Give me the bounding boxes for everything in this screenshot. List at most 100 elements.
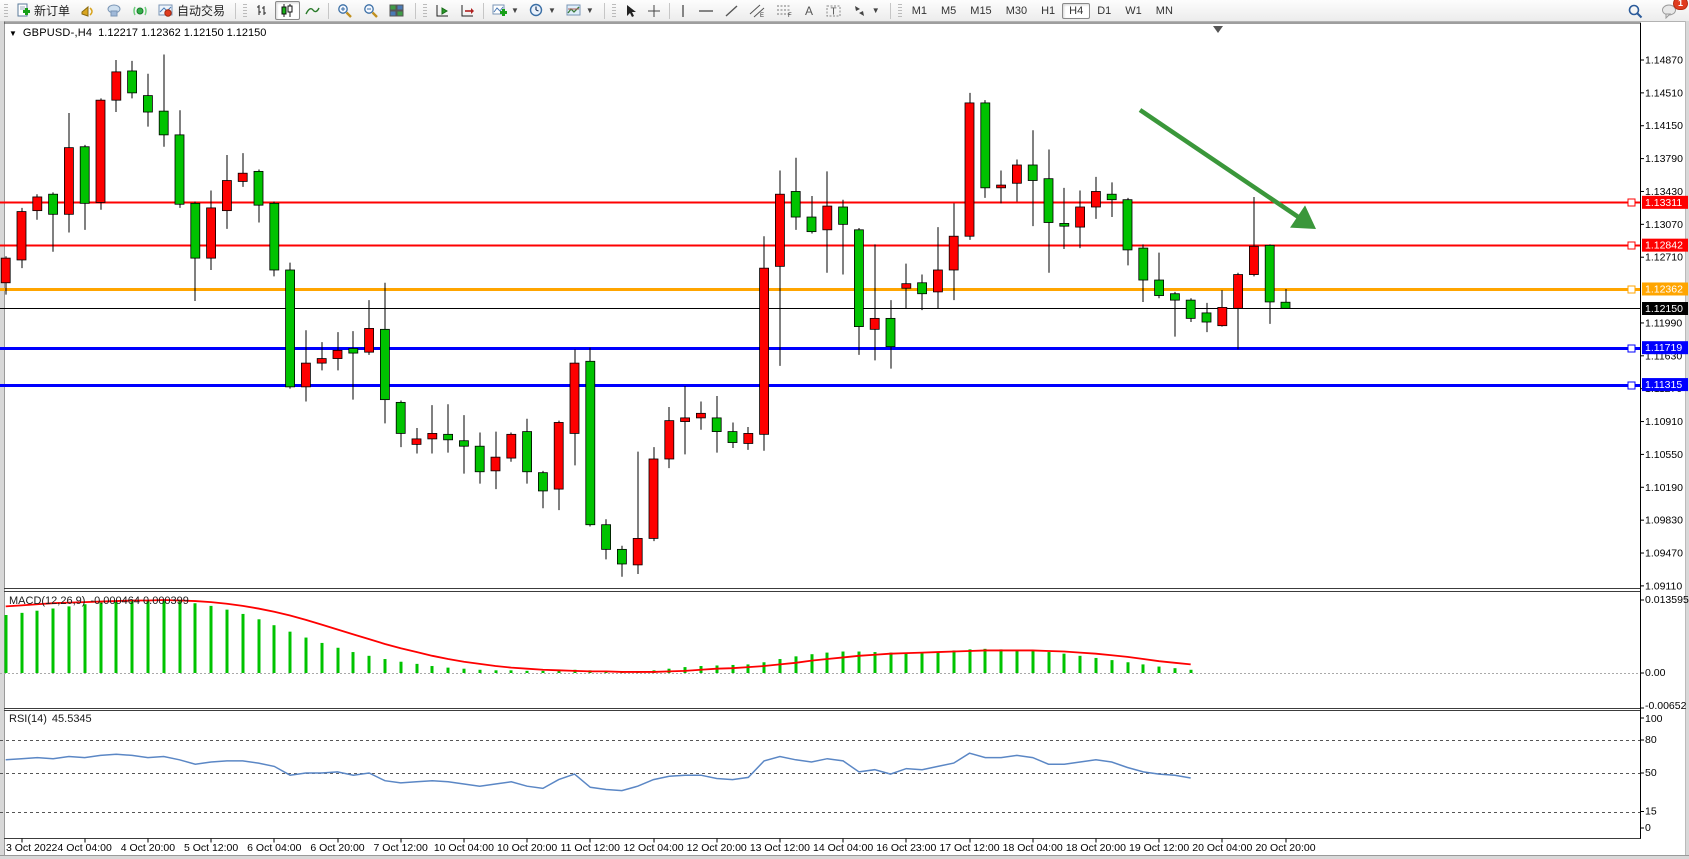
chart-title: ▼ GBPUSD-,H4 1.12217 1.12362 1.12150 1.1… <box>9 27 266 39</box>
candle-body <box>933 269 943 293</box>
line-handle-square[interactable] <box>1627 381 1636 390</box>
candle-body <box>1012 164 1022 184</box>
rsi-tick-label: 80 <box>1645 734 1657 746</box>
horn-button[interactable] <box>75 1 101 20</box>
period-button[interactable]: ▼ <box>524 1 561 20</box>
bar-chart-button[interactable] <box>250 1 275 20</box>
price-badge-text: 1.11315 <box>1645 379 1682 391</box>
time-tick-label: 16 Oct 23:00 <box>876 842 936 854</box>
candle-body <box>822 205 833 231</box>
trend-arrow-head <box>1290 205 1316 229</box>
timeframe-button-w1[interactable]: W1 <box>1125 4 1142 17</box>
candle-body <box>16 211 27 261</box>
candle-body <box>1043 178 1054 223</box>
candle-body <box>711 417 722 432</box>
notifications-button[interactable]: 1 <box>1656 0 1688 21</box>
candle-body <box>869 317 880 330</box>
time-tick-label: 10 Oct 20:00 <box>497 842 557 854</box>
macd-tick-label: -0.00652 <box>1645 700 1687 712</box>
chart-shift-button[interactable] <box>455 1 480 20</box>
line-handle-square[interactable] <box>1627 344 1636 353</box>
trendline-tool-button[interactable] <box>719 2 744 20</box>
time-tick-label: 18 Oct 20:00 <box>1066 842 1126 854</box>
timeframe-button-m1[interactable]: M1 <box>911 4 927 17</box>
line-handle-square[interactable] <box>1627 285 1636 294</box>
zoom-out-button[interactable] <box>358 1 384 20</box>
crosshair-tool-button[interactable] <box>642 2 666 20</box>
fibonacci-tool-button[interactable]: F <box>771 1 798 20</box>
candle-body <box>158 110 169 136</box>
toolbar-group-charttype <box>239 0 412 21</box>
line-handle-square[interactable] <box>1627 241 1636 250</box>
price-tick-label: 1.13790 <box>1645 153 1683 165</box>
macd-indicator-label: MACD(12,26,9) -0.000464 0.000399 <box>9 595 189 607</box>
toolbar-drag-handle[interactable] <box>423 3 428 18</box>
add-indicator-button[interactable]: ▼ <box>487 1 524 20</box>
trend-arrow-annotation[interactable] <box>1138 108 1306 224</box>
template-icon <box>566 3 582 18</box>
zoom-in-button[interactable] <box>332 1 358 20</box>
time-tick-label: 3 Oct 2022 <box>6 842 58 854</box>
candle-body <box>127 70 137 94</box>
vertical-line-tool-button[interactable] <box>673 2 693 20</box>
timeframe-button-m5[interactable]: M5 <box>941 4 957 17</box>
signals-button[interactable] <box>127 1 153 20</box>
toolbar-drag-handle[interactable] <box>611 3 616 18</box>
candlestick-chart-button[interactable] <box>275 1 301 20</box>
text-label-tool-button[interactable]: T <box>821 2 847 20</box>
candle-body <box>395 401 406 434</box>
one-click-trading-toggle[interactable]: ▼ <box>9 28 17 38</box>
chart-shift-icon <box>460 3 475 18</box>
window-border-bottom <box>0 855 1689 859</box>
tile-windows-button[interactable] <box>384 1 410 20</box>
timeframe-button-m30[interactable]: M30 <box>1005 4 1028 17</box>
price-tick-label: 1.09470 <box>1645 548 1683 560</box>
horizontal-line-tool-button[interactable] <box>693 2 719 20</box>
price-badge-bg <box>1642 341 1688 355</box>
template-button[interactable]: ▼ <box>561 1 599 20</box>
cursor-tool-button[interactable] <box>619 2 642 20</box>
toolbar-drag-handle[interactable] <box>243 3 248 18</box>
macd-name: MACD(12,26,9) <box>9 595 86 607</box>
autotrade-button[interactable]: 自动交易 <box>153 0 230 21</box>
rsi-value: 45.5345 <box>51 713 92 725</box>
candle-body <box>775 193 785 267</box>
upload-center-button[interactable] <box>101 1 127 20</box>
time-axis[interactable]: 3 Oct 2022 4 Oct 04:00 4 Oct 20:00 5 Oct 12… <box>6 838 1316 855</box>
svg-text:A: A <box>805 4 813 18</box>
toolbar-drag-handle[interactable] <box>897 3 902 18</box>
text-tool-button[interactable]: A <box>798 2 821 20</box>
channel-tool-button[interactable]: E <box>744 1 771 20</box>
candle-body <box>1122 199 1133 251</box>
price-tick-label: 1.10190 <box>1645 482 1683 494</box>
timeframe-button-h1[interactable]: H1 <box>1041 4 1056 17</box>
price-tick-label: 1.11990 <box>1645 317 1682 329</box>
timeframe-button-mn[interactable]: MN <box>1155 4 1173 17</box>
line-chart-button[interactable] <box>300 1 325 20</box>
price-badge-text: 1.12150 <box>1645 303 1683 315</box>
auto-scroll-button[interactable] <box>430 1 455 20</box>
macd-axis[interactable]: 0.013595 0.00 -0.00652 <box>1640 594 1689 712</box>
price-badge: 1.13311 <box>1642 195 1688 209</box>
time-tick-label: 20 Oct 20:00 <box>1255 842 1315 854</box>
chart-shift-marker[interactable] <box>1213 26 1223 33</box>
timeframe-button-m15[interactable]: M15 <box>970 4 992 17</box>
new-order-button[interactable]: 新订单 <box>11 0 75 21</box>
line-handle-square[interactable] <box>1627 198 1636 207</box>
window-border-left <box>0 21 5 859</box>
text-label-icon: T <box>826 4 842 18</box>
price-badge-bg <box>1642 302 1688 315</box>
arrows-tool-button[interactable]: ▼ <box>847 2 885 20</box>
price-axis[interactable]: 1.14870 1.14510 1.14150 1.13790 1.13430 1.130… <box>1640 55 1683 593</box>
timeframe-button-d1[interactable]: D1 <box>1097 4 1112 17</box>
candle-body <box>237 172 248 182</box>
candle-body <box>1027 164 1038 181</box>
toolbar-drag-handle[interactable] <box>4 3 8 18</box>
search-button[interactable] <box>1622 1 1648 21</box>
rsi-axis[interactable]: 100 80 50 15 0 <box>1640 713 1663 834</box>
price-tick-label: 1.14150 <box>1645 120 1683 132</box>
price-tick-label: 1.09110 <box>1645 580 1682 592</box>
timeframe-button-h4[interactable]: H4 <box>1062 2 1091 19</box>
